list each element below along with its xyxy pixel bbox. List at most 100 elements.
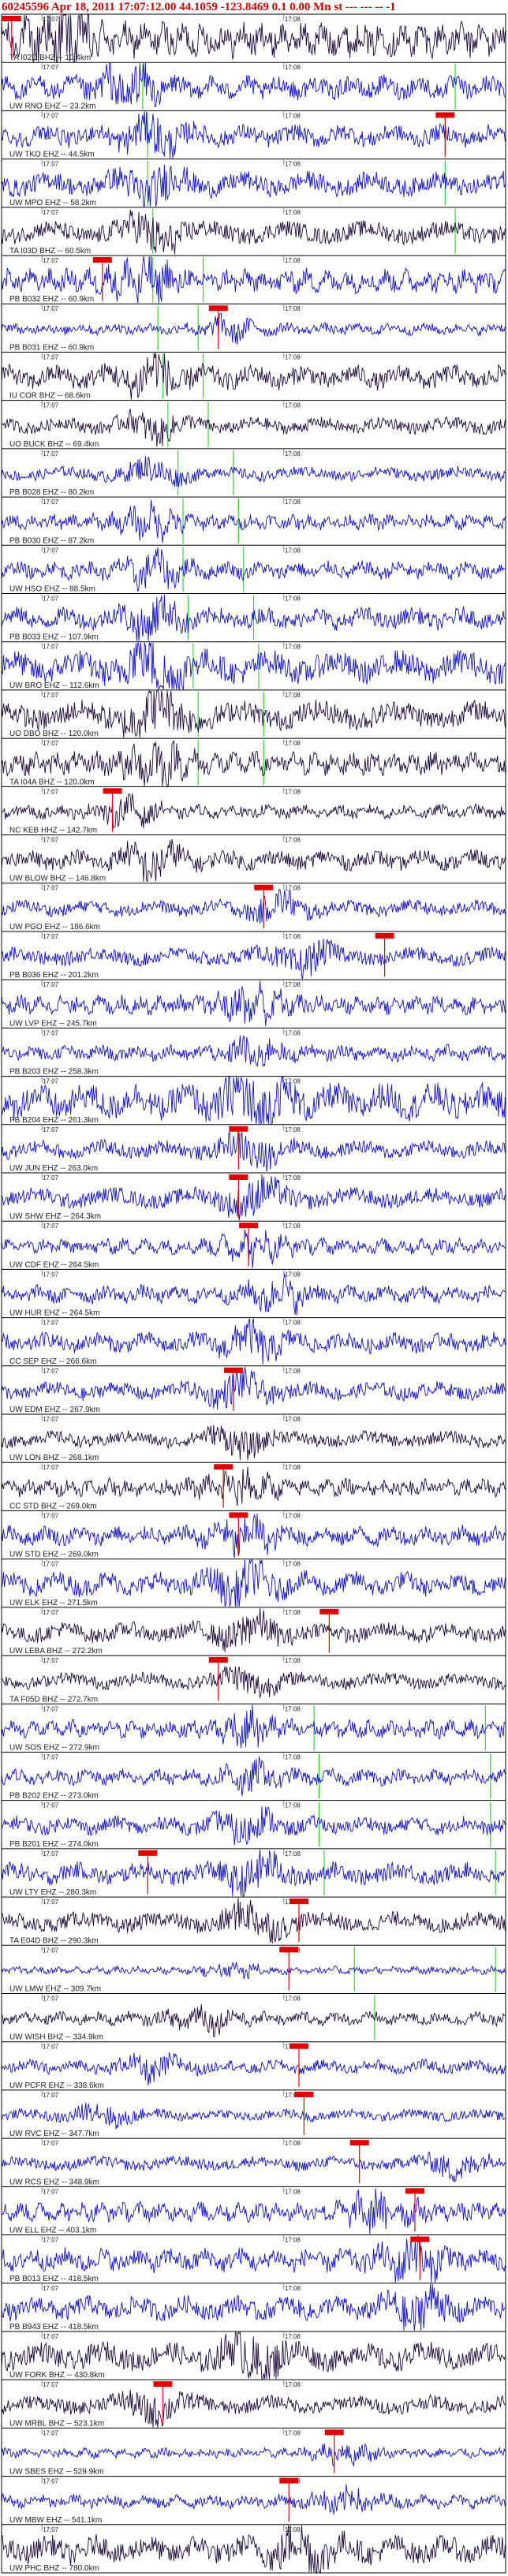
time-tick-label: 17:08 bbox=[285, 2333, 301, 2340]
time-tick-label: 17:07 bbox=[43, 2044, 59, 2051]
time-tick-label: 17:07 bbox=[43, 209, 59, 216]
time-tick-label: 17:08 bbox=[285, 305, 301, 312]
station-label: PB B201 EHZ -- 274.0km bbox=[9, 1840, 99, 1849]
waveform-trace bbox=[1, 1273, 506, 1316]
waveform-trace bbox=[1, 456, 506, 487]
station-label: CC STD BHZ -- 269.0km bbox=[9, 1502, 97, 1510]
page-title: 60245596 Apr 18, 2011 17:07:12.00 44.105… bbox=[2, 1, 396, 13]
time-tick-label: 17:07 bbox=[43, 1223, 59, 1230]
time-tick-label: 17:07 bbox=[43, 64, 59, 71]
time-tick-label: 17:08 bbox=[285, 644, 301, 651]
time-tick-label: 17:07 bbox=[43, 1174, 59, 1182]
station-label: UW TKO EHZ -- 44.5km bbox=[9, 151, 95, 159]
time-tick-label: 17:08 bbox=[285, 885, 301, 892]
waveform-trace bbox=[1, 547, 506, 592]
station-label: PB B028 EHZ -- 80.2km bbox=[9, 488, 94, 497]
time-tick-label: 17:08 bbox=[285, 2285, 301, 2292]
time-tick-label: 17:08 bbox=[285, 1705, 301, 1712]
waveform-trace bbox=[1, 1035, 506, 1068]
time-tick-label: 17:07 bbox=[43, 547, 59, 554]
waveform-trace bbox=[1, 838, 506, 883]
waveform-trace bbox=[1, 1607, 506, 1652]
time-tick-label: 17:08 bbox=[285, 1802, 301, 1809]
time-tick-label: 17:07 bbox=[43, 2429, 59, 2436]
waveform-trace bbox=[1, 62, 506, 108]
waveform-trace bbox=[1, 689, 506, 738]
time-tick-label: 17:08 bbox=[285, 2429, 301, 2436]
station-label: TA I04A BHZ -- 120.0km bbox=[9, 778, 95, 786]
station-label: PB B032 EHZ -- 60.9km bbox=[9, 295, 94, 304]
waveform-trace bbox=[1, 1962, 506, 1980]
time-tick-label: 17:07 bbox=[43, 2188, 59, 2195]
time-tick-label: 17:08 bbox=[285, 16, 301, 23]
time-tick-label: 17:08 bbox=[285, 1078, 301, 1085]
station-label: UW STD EHZ -- 269.0km bbox=[9, 1551, 99, 1559]
station-label: PB B033 EHZ -- 107.9km bbox=[9, 633, 99, 642]
time-tick-label: 17:08 bbox=[285, 2140, 301, 2147]
time-tick-label: 17:08 bbox=[285, 837, 301, 844]
waveform-trace bbox=[1, 1666, 506, 1698]
station-label: UW ELL EHZ -- 403.1km bbox=[9, 2227, 96, 2235]
time-tick-label: 17:07 bbox=[43, 305, 59, 312]
station-label: UW LON BHZ -- 268.1km bbox=[9, 1454, 99, 1462]
time-tick-label: 17:07 bbox=[43, 692, 59, 699]
time-tick-label: 17:08 bbox=[285, 2188, 301, 2195]
time-tick-label: 17:08 bbox=[285, 692, 301, 699]
station-label: UW PCFR EHZ -- 338.6km bbox=[9, 2081, 104, 2090]
time-tick-label: 17:07 bbox=[43, 498, 59, 506]
waveform-trace bbox=[1, 2443, 506, 2467]
waveform-trace bbox=[1, 2525, 506, 2573]
time-tick-label: 17:07 bbox=[43, 1947, 59, 1954]
station-label: UW HUR EHZ -- 264.5km bbox=[9, 1309, 99, 1318]
station-label: PB B202 EHZ -- 273.0km bbox=[9, 1792, 99, 1801]
time-tick-label: 17:08 bbox=[285, 161, 301, 168]
time-tick-label: 17:07 bbox=[43, 1850, 59, 1857]
station-label: UW EDM EHZ -- 267.9km bbox=[9, 1406, 100, 1414]
time-tick-label: 17:07 bbox=[43, 885, 59, 892]
time-tick-label: 17:07 bbox=[43, 1320, 59, 1327]
station-label: TA E04D BHZ -- 290.3km bbox=[9, 1936, 99, 1945]
time-tick-label: 17:08 bbox=[285, 402, 301, 409]
time-tick-label: 17:08 bbox=[285, 1512, 301, 1519]
waveform-trace bbox=[1, 1849, 506, 1897]
time-tick-label: 17:08 bbox=[285, 1368, 301, 1375]
time-tick-label: 17:07 bbox=[43, 981, 59, 988]
station-label: UW ELK EHZ -- 271.5km bbox=[9, 1599, 98, 1607]
waveform-trace bbox=[1, 2052, 506, 2086]
waveform-trace bbox=[1, 353, 506, 400]
station-label: TA F05D BHZ -- 272.7km bbox=[9, 1695, 98, 1704]
station-label: UW PHC BHZ -- 780.0km bbox=[9, 2564, 99, 2573]
waveform-trace bbox=[1, 2484, 506, 2515]
time-tick-label: 17:08 bbox=[285, 1657, 301, 1664]
time-tick-label: 17:07 bbox=[43, 353, 59, 360]
waveform-trace bbox=[1, 1757, 506, 1797]
waveform-trace bbox=[1, 2389, 506, 2428]
waveform-trace bbox=[1, 111, 506, 159]
time-tick-label: 17:08 bbox=[285, 933, 301, 940]
plot-frame bbox=[1, 13, 506, 2574]
waveform-trace bbox=[1, 1318, 506, 1365]
time-tick-label: 17:08 bbox=[285, 981, 301, 988]
station-label: UW SHW EHZ -- 264.3km bbox=[9, 1212, 101, 1221]
waveform-trace bbox=[1, 2102, 506, 2130]
time-tick-label: 17:08 bbox=[285, 1995, 301, 2003]
time-tick-label: 17:07 bbox=[43, 933, 59, 940]
time-tick-label: 17:08 bbox=[285, 1753, 301, 1760]
station-label: UW MBW EHZ -- 541.1km bbox=[9, 2516, 102, 2525]
waveform-trace bbox=[1, 793, 506, 829]
time-tick-label: 17:07 bbox=[43, 1705, 59, 1712]
station-label: UW LVP EHZ -- 245.7km bbox=[9, 1019, 97, 1028]
time-tick-label: 17:08 bbox=[285, 1223, 301, 1230]
station-label: UW JUN EHZ -- 263.0km bbox=[9, 1164, 98, 1173]
time-tick-label: 17:07 bbox=[43, 1271, 59, 1278]
time-tick-label: 17:08 bbox=[285, 112, 301, 119]
waveform-trace bbox=[1, 740, 506, 786]
waveform-trace bbox=[1, 1513, 506, 1559]
time-tick-label: 17:07 bbox=[43, 2140, 59, 2147]
time-tick-label: 17:07 bbox=[43, 112, 59, 119]
waveform-trace bbox=[1, 1466, 506, 1506]
waveform-trace bbox=[1, 1130, 506, 1172]
waveform-trace bbox=[1, 409, 506, 447]
time-tick-label: 17:07 bbox=[43, 2285, 59, 2292]
